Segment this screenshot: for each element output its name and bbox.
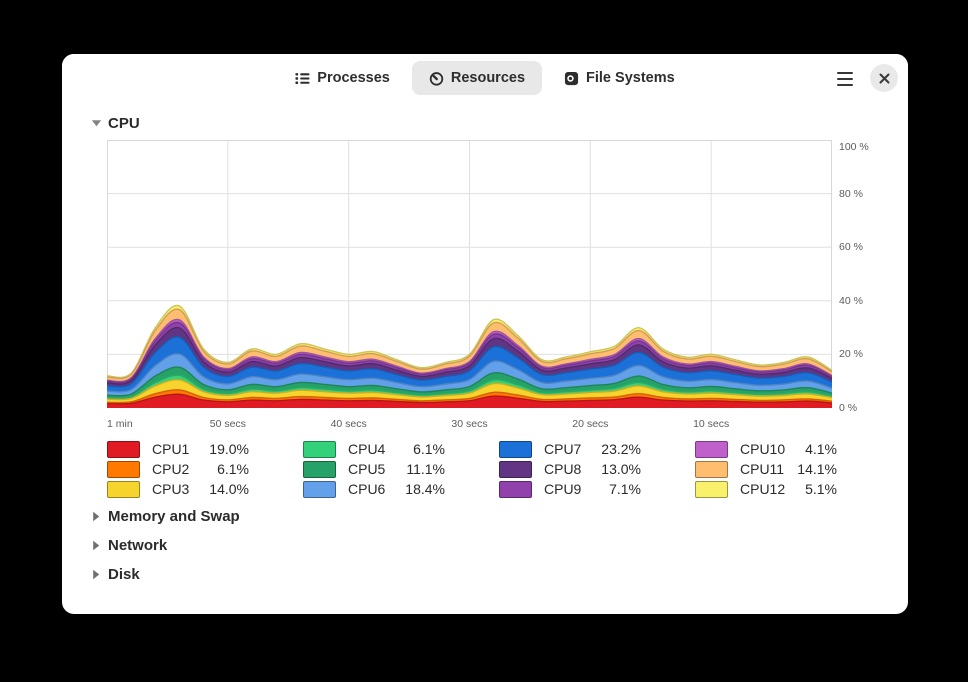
legend-swatch bbox=[303, 480, 336, 498]
y-tick-label: 80 % bbox=[839, 187, 863, 200]
y-tick-label: 60 % bbox=[839, 241, 863, 254]
cpu-chart-svg bbox=[107, 140, 832, 408]
legend-item-cpu9: CPU9 7.1% bbox=[499, 479, 641, 499]
cpu-section-header[interactable]: CPU bbox=[88, 112, 140, 134]
speedometer-icon bbox=[429, 71, 444, 86]
legend-item-cpu12: CPU12 5.1% bbox=[695, 479, 837, 499]
y-tick-label: 20 % bbox=[839, 348, 863, 361]
network-section-header[interactable]: Network bbox=[88, 531, 882, 560]
legend-value: 14.0% bbox=[209, 481, 249, 497]
cpu-legend: CPU1 19.0% CPU2 6.1% CPU3 14.0% CPU4 6.1% CPU5 11… bbox=[107, 439, 891, 499]
legend-swatch bbox=[499, 440, 532, 458]
legend-item-cpu4: CPU4 6.1% bbox=[303, 439, 445, 459]
legend-swatch bbox=[303, 440, 336, 458]
tab-processes-label: Processes bbox=[317, 70, 390, 86]
legend-swatch bbox=[499, 480, 532, 498]
disk-section-label: Disk bbox=[108, 566, 140, 583]
tab-processes[interactable]: Processes bbox=[278, 61, 407, 95]
legend-label: CPU10 bbox=[740, 441, 786, 457]
legend-item-cpu10: CPU10 4.1% bbox=[695, 439, 837, 459]
legend-item-cpu6: CPU6 18.4% bbox=[303, 479, 445, 499]
legend-swatch bbox=[695, 480, 728, 498]
legend-item-cpu5: CPU5 11.1% bbox=[303, 459, 445, 479]
chevron-right-icon bbox=[88, 511, 104, 522]
cpu-section-label: CPU bbox=[108, 114, 140, 132]
close-icon[interactable] bbox=[870, 64, 898, 92]
hard-disk-icon bbox=[564, 71, 579, 86]
x-tick-label: 20 secs bbox=[572, 418, 609, 430]
legend-item-cpu11: CPU11 14.1% bbox=[695, 459, 837, 479]
legend-swatch bbox=[499, 460, 532, 478]
legend-value: 23.2% bbox=[601, 441, 641, 457]
legend-label: CPU8 bbox=[544, 461, 582, 477]
legend-swatch bbox=[107, 460, 140, 478]
legend-label: CPU7 bbox=[544, 441, 582, 457]
legend-label: CPU9 bbox=[544, 481, 582, 497]
legend-label: CPU2 bbox=[152, 461, 190, 477]
process-list-icon bbox=[295, 71, 310, 86]
chevron-right-icon bbox=[88, 569, 104, 580]
legend-value: 6.1% bbox=[217, 461, 249, 477]
memory-swap-section-label: Memory and Swap bbox=[108, 508, 240, 525]
tab-file-systems[interactable]: File Systems bbox=[547, 61, 692, 95]
legend-value: 6.1% bbox=[413, 441, 445, 457]
network-section-label: Network bbox=[108, 537, 168, 554]
legend-value: 19.0% bbox=[209, 441, 249, 457]
legend-label: CPU6 bbox=[348, 481, 386, 497]
chevron-right-icon bbox=[88, 540, 104, 551]
x-tick-label: 50 secs bbox=[209, 418, 246, 430]
legend-item-cpu1: CPU1 19.0% bbox=[107, 439, 249, 459]
view-switcher: Processes Resources File bbox=[62, 54, 908, 102]
legend-label: CPU12 bbox=[740, 481, 786, 497]
legend-value: 5.1% bbox=[805, 481, 837, 497]
legend-value: 7.1% bbox=[609, 481, 641, 497]
legend-label: CPU3 bbox=[152, 481, 190, 497]
legend-value: 11.1% bbox=[406, 461, 445, 477]
legend-item-cpu7: CPU7 23.2% bbox=[499, 439, 641, 459]
legend-label: CPU1 bbox=[152, 441, 190, 457]
legend-swatch bbox=[695, 440, 728, 458]
resource-sections: Memory and Swap Network Disk bbox=[88, 502, 882, 589]
legend-value: 18.4% bbox=[405, 481, 445, 497]
x-tick-label: 40 secs bbox=[330, 418, 367, 430]
legend-label: CPU5 bbox=[348, 461, 386, 477]
system-monitor-window: Processes Resources File bbox=[62, 54, 908, 614]
legend-item-cpu3: CPU3 14.0% bbox=[107, 479, 249, 499]
y-tick-label: 100 % bbox=[839, 141, 869, 153]
legend-swatch bbox=[303, 460, 336, 478]
tab-file-systems-label: File Systems bbox=[586, 70, 675, 86]
legend-value: 13.0% bbox=[601, 461, 641, 477]
x-tick-label: 1 min bbox=[107, 418, 133, 430]
y-tick-label: 40 % bbox=[839, 294, 863, 307]
hamburger-menu-icon[interactable] bbox=[832, 66, 858, 92]
y-tick-label: 0 % bbox=[839, 402, 858, 414]
titlebar: Processes Resources File bbox=[62, 54, 908, 102]
tab-resources-label: Resources bbox=[450, 70, 526, 86]
chevron-down-icon bbox=[88, 119, 104, 127]
legend-label: CPU11 bbox=[740, 461, 785, 477]
cpu-usage-chart bbox=[107, 140, 832, 408]
legend-swatch bbox=[107, 480, 140, 498]
x-tick-label: 30 secs bbox=[451, 418, 488, 430]
memory-swap-section-header[interactable]: Memory and Swap bbox=[88, 502, 882, 531]
legend-value: 4.1% bbox=[805, 441, 837, 457]
x-tick-label: 10 secs bbox=[693, 418, 730, 430]
disk-section-header[interactable]: Disk bbox=[88, 560, 882, 589]
legend-item-cpu2: CPU2 6.1% bbox=[107, 459, 249, 479]
legend-swatch bbox=[107, 440, 140, 458]
legend-swatch bbox=[695, 460, 728, 478]
legend-label: CPU4 bbox=[348, 441, 386, 457]
legend-item-cpu8: CPU8 13.0% bbox=[499, 459, 641, 479]
legend-value: 14.1% bbox=[797, 461, 837, 477]
tab-resources[interactable]: Resources bbox=[411, 61, 543, 95]
